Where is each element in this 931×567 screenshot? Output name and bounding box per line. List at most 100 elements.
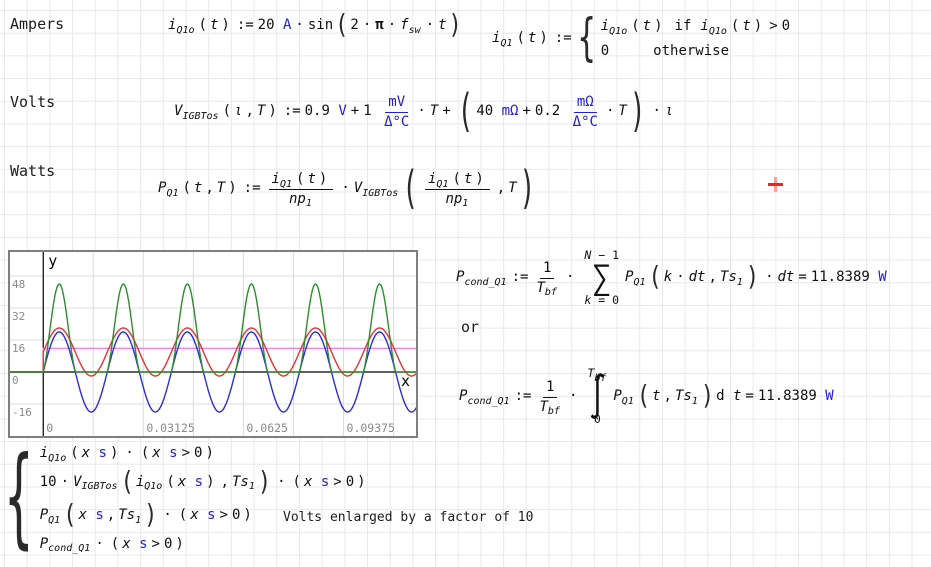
math-token xyxy=(131,536,139,554)
math-token: W xyxy=(878,269,887,286)
math-token: ) xyxy=(745,262,760,293)
math-region-iq1-piecewise[interactable]: i Q1(t):={i Q1o(t) if i Q1o(t) >0 0 otherwise xyxy=(492,9,790,68)
math-token: 2 xyxy=(350,17,359,34)
math-token: V xyxy=(353,180,363,197)
math-token: , xyxy=(708,269,717,286)
math-token: · xyxy=(765,269,774,286)
x-tick-label: 0.0625 xyxy=(246,421,288,435)
math-token: ) xyxy=(629,85,646,138)
math-region-trace-list[interactable]: {i Q1o(x s) ·(x s >0) 10 · V IGBTos(i Q1o(x s), T… xyxy=(2,435,369,562)
math-token: t xyxy=(652,388,661,405)
stack-lower-limit: 0 xyxy=(594,414,601,426)
math-token: x xyxy=(303,473,313,490)
text-region-or[interactable]: or xyxy=(461,318,480,336)
math-token: t xyxy=(527,30,537,47)
math-token: d xyxy=(716,388,733,405)
cursor-horizontal-bar xyxy=(768,183,783,186)
math-token: 40 xyxy=(476,103,502,120)
math-token: Ts xyxy=(674,388,692,405)
math-fraction: mΩ Δ°C xyxy=(573,94,598,129)
fraction-numerator: mΩ xyxy=(573,94,597,113)
math-token: 0.9 xyxy=(304,103,339,120)
math-token: ) xyxy=(257,466,272,497)
y-axis-title: y xyxy=(48,252,57,270)
math-token: t xyxy=(732,388,742,405)
math-token: T xyxy=(508,180,517,197)
math-token: ( xyxy=(292,473,301,490)
math-token: np xyxy=(288,190,306,207)
math-token: dt xyxy=(777,269,795,286)
math-region-vigbtos[interactable]: V IGBTos(ι, T):= 0.9 V +1 mV Δ°C · T +(40 mΩ +0.2… xyxy=(174,85,673,138)
math-token: bf xyxy=(547,405,560,417)
math-token: P xyxy=(158,180,167,197)
math-token: ) xyxy=(539,30,548,47)
math-token: ) xyxy=(448,10,462,41)
math-token: 1 xyxy=(542,260,552,277)
math-token: 1 xyxy=(363,103,381,120)
math-token: P xyxy=(39,535,49,552)
math-token: ( xyxy=(182,180,191,197)
math-token: Q1o xyxy=(48,452,67,464)
math-token: Q1o xyxy=(609,25,628,37)
xy-plot-region[interactable]: 48 32 16 0 -16 0 0.03125 0.0625 0.09375 y x xyxy=(8,250,419,438)
text-region-watts[interactable]: Watts xyxy=(10,162,56,180)
math-token: ( xyxy=(198,17,207,34)
math-token: t xyxy=(438,17,447,34)
math-token: t xyxy=(642,18,652,34)
math-token xyxy=(199,507,207,525)
math-row: 10 · V IGBTos(i Q1o(x s), Ts 1) ·(x s >0) xyxy=(40,466,369,497)
math-token: sin xyxy=(307,17,334,34)
math-token: mΩ xyxy=(501,103,519,120)
text-region-volts[interactable]: Volts xyxy=(10,93,56,111)
math-token xyxy=(186,474,194,492)
math-token: T xyxy=(618,103,627,120)
plot-frame xyxy=(8,250,418,438)
plot-series xyxy=(8,347,419,373)
math-token: ) xyxy=(654,18,663,34)
math-fraction: mV Δ°C xyxy=(384,94,409,129)
math-token: ( xyxy=(730,18,740,34)
math-token: V xyxy=(338,103,347,120)
math-token: x xyxy=(122,535,131,552)
math-token: · xyxy=(60,473,70,490)
math-token: s xyxy=(320,473,330,490)
math-token: W xyxy=(825,388,834,405)
math-token: P xyxy=(39,507,49,523)
math-token: 1 xyxy=(135,514,142,526)
math-token: · xyxy=(425,17,435,34)
math-token: t xyxy=(193,180,203,197)
math-token: if xyxy=(674,18,692,34)
math-token: IGBTos xyxy=(362,187,399,199)
math-token: 11.8389 xyxy=(810,269,879,286)
math-token: Q1 xyxy=(500,37,513,49)
math-token: 1 xyxy=(691,395,698,407)
math-token: · xyxy=(565,269,575,286)
plot-series xyxy=(8,283,419,373)
math-token: ( xyxy=(110,535,120,552)
math-token: Q1o xyxy=(708,25,727,37)
plot-series xyxy=(8,327,419,377)
math-token: · xyxy=(295,17,304,34)
math-token: i xyxy=(271,171,280,188)
math-token: i xyxy=(600,18,610,34)
y-tick-label: 32 xyxy=(12,310,25,323)
math-token: x xyxy=(190,507,199,523)
math-token: · xyxy=(163,507,172,523)
math-token: − 1 xyxy=(591,247,620,262)
math-row: i Q1o(t) if i Q1o(t) >0 xyxy=(600,18,790,37)
math-token: ( xyxy=(296,171,305,188)
fraction-numerator: i Q1(t) xyxy=(424,171,490,190)
math-token: ) xyxy=(753,18,763,34)
math-region-iq1o[interactable]: i Q1o(t):= 20 A · sin(2 · π · f sw · t) xyxy=(168,8,464,44)
text-region-caption[interactable]: Volts enlarged by a factor of 10 xyxy=(283,510,534,525)
text-region-ampers[interactable]: Ampers xyxy=(10,15,65,33)
math-fraction: i Q1(t) np 1 xyxy=(268,171,334,209)
math-token: > xyxy=(333,473,342,490)
math-region-pq1[interactable]: P Q1(t, T):= i Q1(t) np 1 · V IGBTos(i Q1(t) np 1, T) xyxy=(158,152,538,226)
math-token: P xyxy=(456,269,465,286)
